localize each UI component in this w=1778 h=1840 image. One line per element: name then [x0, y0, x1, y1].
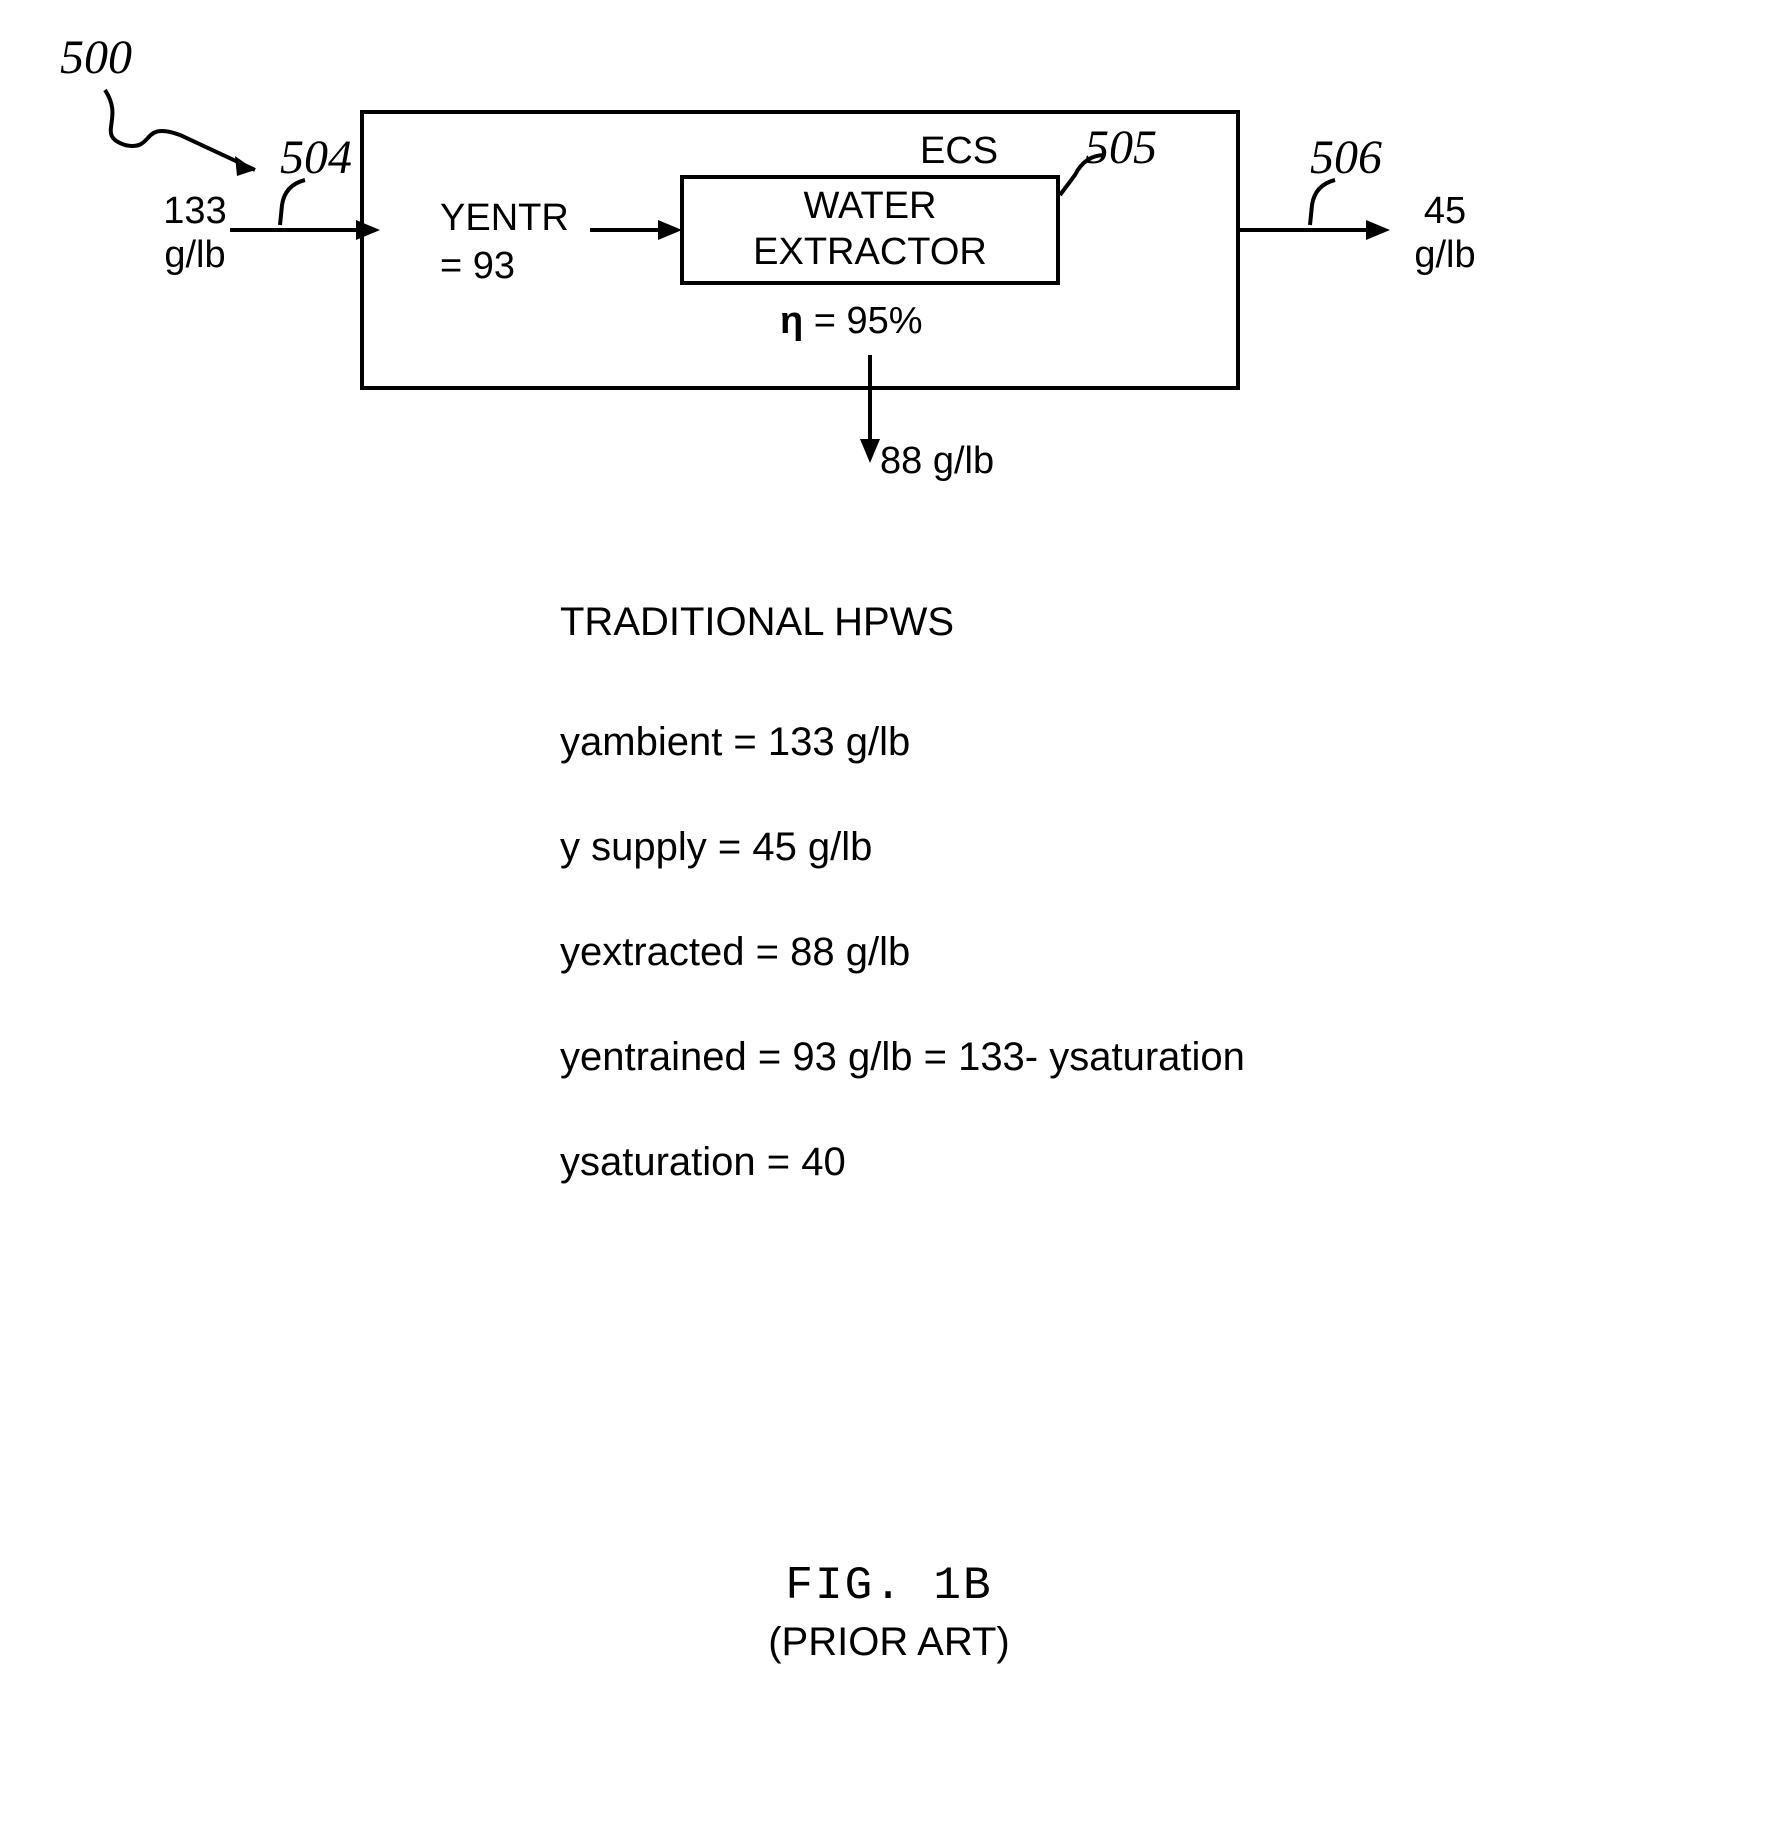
ref-500: 500 [60, 30, 132, 85]
output-value-top: 45 [1400, 190, 1490, 234]
ecs-label: ECS [920, 130, 998, 173]
input-value-bottom: g/lb [150, 234, 240, 278]
ref-505-hook [1050, 150, 1120, 200]
water-extractor-box: WATER EXTRACTOR [680, 175, 1060, 285]
figure-page: 500 ECS 505 WATER EXTRACTOR η = 95% YENT… [0, 0, 1778, 1840]
output-value-bottom: g/lb [1400, 234, 1490, 278]
figure-label: FIG. 1B [0, 1560, 1778, 1612]
ref-506-hook [1300, 175, 1350, 230]
eta-label: η = 95% [780, 300, 923, 343]
yentr-label: YENTR = 93 [440, 195, 569, 290]
figure-sub: (PRIOR ART) [0, 1620, 1778, 1665]
eta-value: = 95% [814, 300, 923, 342]
eq-yentrained: yentrained = 93 g/lb = 133- ysaturation [560, 1035, 1245, 1080]
yentr-to-extractor-arrow [590, 210, 685, 250]
traditional-hpws-title: TRADITIONAL HPWS [560, 600, 954, 645]
input-value-top: 133 [150, 190, 240, 234]
output-value: 45 g/lb [1400, 190, 1490, 277]
eq-ysupply: y supply = 45 g/lb [560, 825, 1245, 870]
ref-500-arrow [85, 80, 285, 200]
eq-yambient: yambient = 133 g/lb [560, 720, 1245, 765]
figure-caption: FIG. 1B (PRIOR ART) [0, 1560, 1778, 1665]
eq-ysaturation: ysaturation = 40 [560, 1140, 1245, 1185]
input-value: 133 g/lb [150, 190, 240, 277]
water-extractor-label: WATER EXTRACTOR [753, 184, 987, 275]
ref-504-hook [270, 175, 320, 230]
eq-yextracted: yextracted = 88 g/lb [560, 930, 1245, 975]
equation-list: yambient = 133 g/lb y supply = 45 g/lb y… [560, 720, 1245, 1185]
extracted-value: 88 g/lb [880, 440, 994, 483]
